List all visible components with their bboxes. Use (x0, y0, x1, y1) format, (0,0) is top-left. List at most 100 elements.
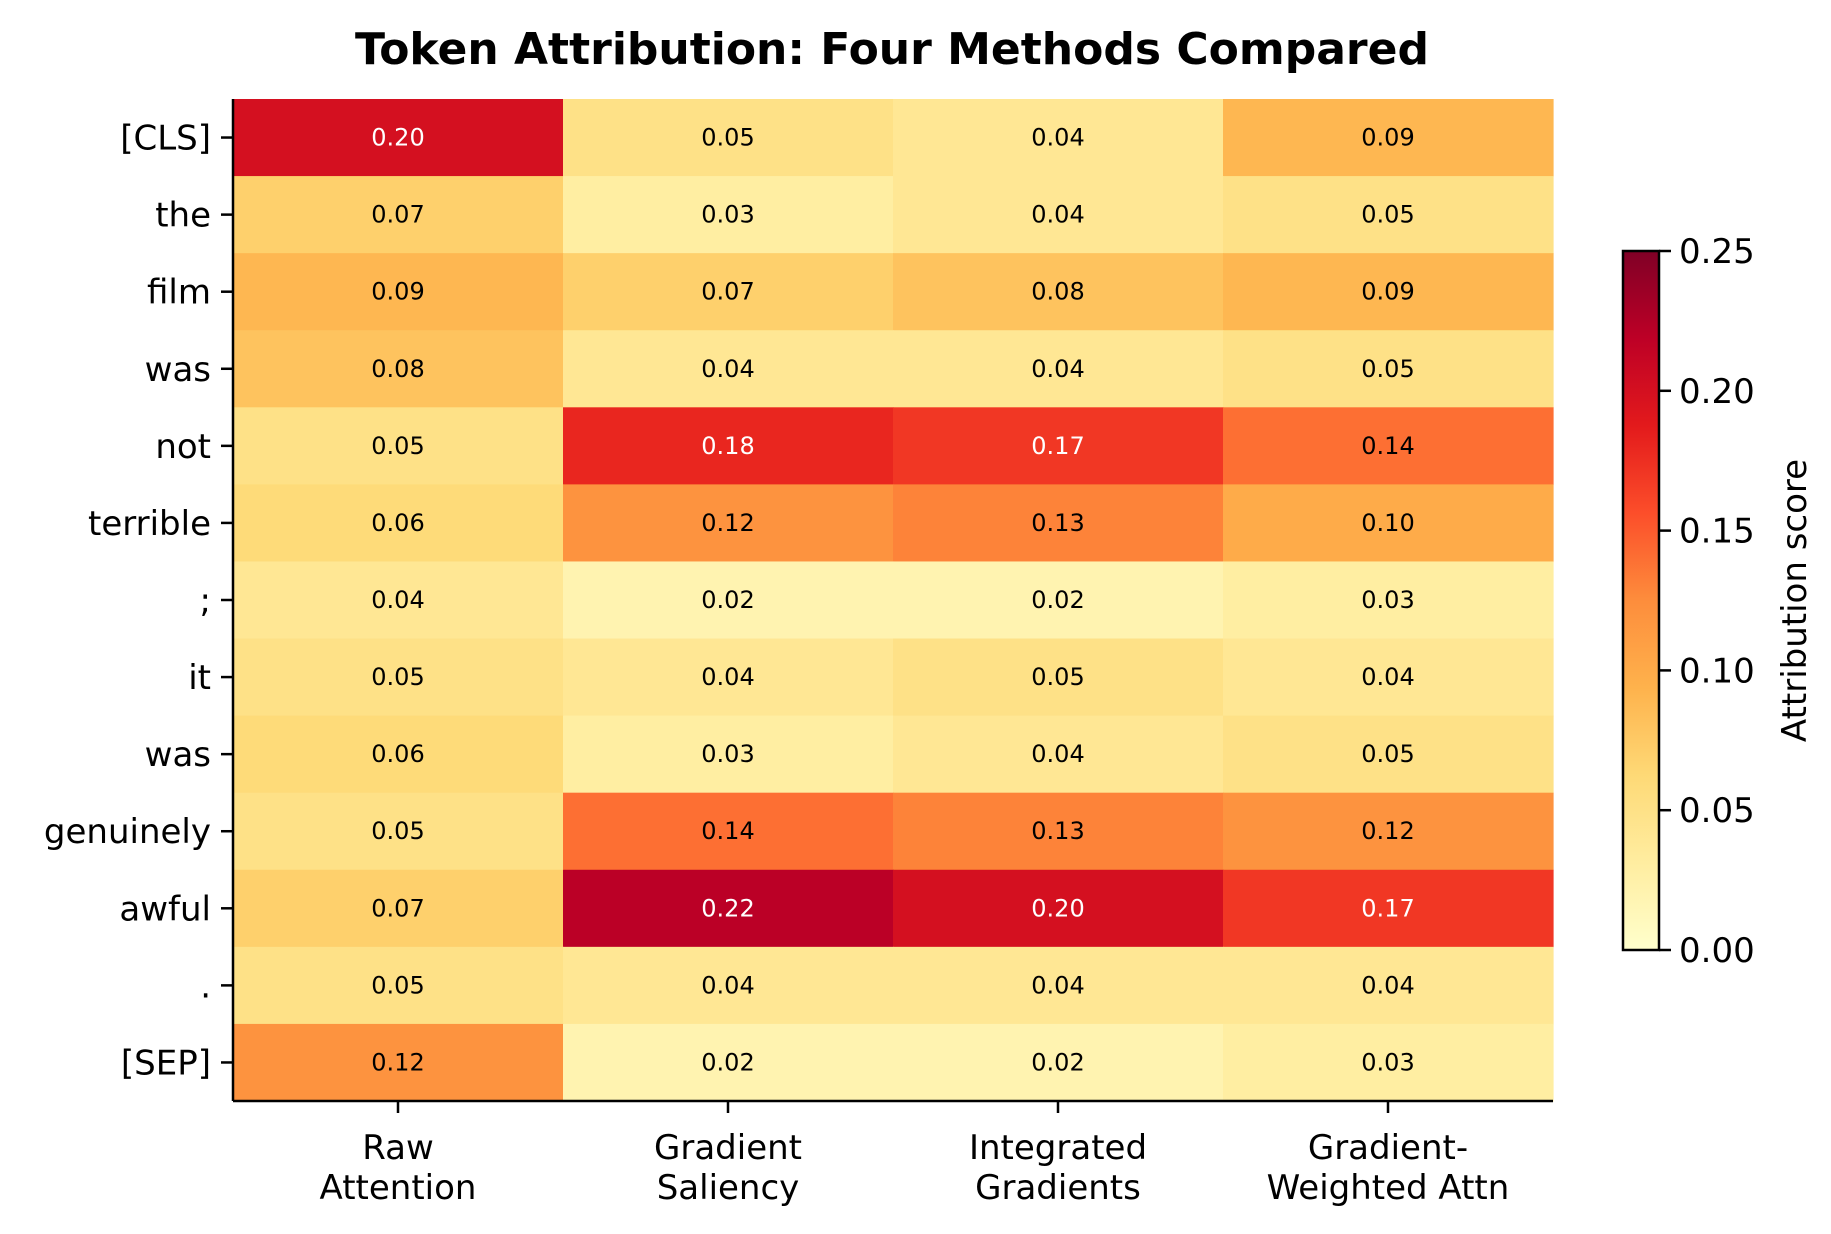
y-tick-label: film (147, 273, 211, 313)
heatmap-cell (233, 99, 564, 177)
y-tick-label: [SEP] (121, 1043, 211, 1083)
heatmap-cell (893, 561, 1224, 640)
heatmap-cell (233, 792, 564, 871)
cell-value-label: 0.12 (1361, 817, 1414, 845)
colorbar-tick-label: 0.15 (1679, 512, 1755, 552)
y-tick-label: was (145, 735, 211, 775)
y-tick-label: . (200, 966, 211, 1006)
heatmap-cell (1223, 638, 1554, 717)
heatmap-cell (1223, 1023, 1554, 1102)
cell-value-label: 0.13 (1031, 817, 1084, 845)
heatmap-cell (893, 946, 1224, 1025)
x-tick-label: Gradient- (1308, 1128, 1468, 1168)
heatmap-cell (1223, 869, 1554, 948)
heatmap-cell (233, 561, 564, 640)
cell-value-label: 0.05 (371, 971, 424, 999)
x-tick-label: Gradient (654, 1128, 802, 1168)
cell-value-label: 0.05 (371, 817, 424, 845)
heatmap-axes: [CLS] the film was not terrible; it was genuinel… (44, 99, 1553, 1208)
cell-value-label: 0.09 (1361, 124, 1414, 152)
cell-value-label: 0.20 (371, 124, 424, 152)
heatmap-cell (893, 638, 1224, 717)
cell-value-label: 0.09 (371, 278, 424, 306)
y-tick-label: it (188, 658, 211, 698)
y-tick-label: [CLS] (120, 119, 211, 159)
colorbar-tick-label: 0.25 (1679, 232, 1755, 272)
heatmap-cell (233, 1023, 564, 1102)
cell-value-label: 0.05 (1361, 201, 1414, 229)
cell-value-label: 0.06 (371, 740, 424, 768)
heatmap-cell (1223, 561, 1554, 640)
cell-value-label: 0.04 (1031, 124, 1084, 152)
colorbar-gradient (1621, 249, 1661, 952)
y-tick-label: ; (200, 581, 211, 621)
colorbar-tick-label: 0.10 (1679, 651, 1755, 691)
heatmap-cells: 0.20 0.05 0.04 0.09 0.07 0.03 0.04 0.05 0.09 0.07… (233, 99, 1554, 1102)
cell-value-label: 0.17 (1031, 432, 1084, 460)
cell-value-label: 0.12 (701, 509, 754, 537)
cell-value-label: 0.10 (1361, 509, 1414, 537)
colorbar-label: Attribution score (1775, 459, 1815, 742)
cell-value-label: 0.13 (1031, 509, 1084, 537)
y-tick-label: not (155, 427, 211, 467)
heatmap-cell (233, 176, 564, 254)
cell-value-label: 0.05 (1361, 355, 1414, 383)
cell-value-label: 0.04 (1031, 201, 1084, 229)
colorbar-tick-label: 0.05 (1679, 791, 1755, 831)
heatmap-cell (563, 792, 894, 871)
cell-value-label: 0.20 (1031, 894, 1084, 922)
cell-value-label: 0.09 (1361, 278, 1414, 306)
cell-value-label: 0.04 (701, 971, 754, 999)
cell-value-label: 0.04 (701, 355, 754, 383)
heatmap-cell (563, 176, 894, 254)
cell-value-label: 0.03 (701, 740, 754, 768)
heatmap-cell (1223, 407, 1554, 485)
heatmap-cell (893, 1023, 1224, 1102)
heatmap-cell (233, 484, 564, 563)
heatmap-cell (563, 638, 894, 717)
cell-value-label: 0.02 (1031, 586, 1084, 614)
cell-value-label: 0.07 (371, 894, 424, 922)
heatmap-cell (563, 330, 894, 408)
heatmap-cell (1223, 330, 1554, 408)
cell-value-label: 0.05 (371, 663, 424, 691)
heatmap-cell (233, 330, 564, 408)
x-tick-label: Integrated (969, 1128, 1147, 1168)
heatmap-cell (233, 407, 564, 485)
cell-value-label: 0.04 (1361, 971, 1414, 999)
cell-value-label: 0.04 (1031, 740, 1084, 768)
cell-value-label: 0.04 (1361, 663, 1414, 691)
cell-value-label: 0.04 (371, 586, 424, 614)
y-tick-label: the (155, 196, 211, 236)
heatmap-cell (893, 176, 1224, 254)
heatmap-cell (563, 946, 894, 1025)
cell-value-label: 0.17 (1361, 894, 1414, 922)
cell-value-label: 0.02 (1031, 1048, 1084, 1076)
colorbar: 0.00 0.05 0.10 0.15 0.20 0.25 Attribution scor… (1621, 232, 1815, 971)
heatmap-cell (1223, 715, 1554, 794)
cell-value-label: 0.14 (701, 817, 754, 845)
y-tick-label: was (145, 350, 211, 390)
heatmap-cell (893, 407, 1224, 485)
cell-value-label: 0.04 (1031, 355, 1084, 383)
cell-value-label: 0.07 (371, 201, 424, 229)
heatmap-cell (893, 330, 1224, 408)
x-tick-label: Raw (362, 1128, 434, 1168)
heatmap-cell (563, 253, 894, 331)
cell-value-label: 0.07 (701, 278, 754, 306)
heatmap-cell (563, 561, 894, 640)
heatmap-cell (893, 715, 1224, 794)
cell-value-label: 0.04 (1031, 971, 1084, 999)
heatmap-cell (563, 484, 894, 563)
y-tick-label: genuinely (44, 812, 211, 852)
heatmap-cell (1223, 253, 1554, 331)
heatmap-cell (1223, 792, 1554, 871)
cell-value-label: 0.04 (701, 663, 754, 691)
cell-value-label: 0.06 (371, 509, 424, 537)
heatmap-cell (893, 792, 1224, 871)
y-tick-label: awful (119, 889, 211, 929)
heatmap-cell (563, 715, 894, 794)
heatmap-cell (1223, 176, 1554, 254)
